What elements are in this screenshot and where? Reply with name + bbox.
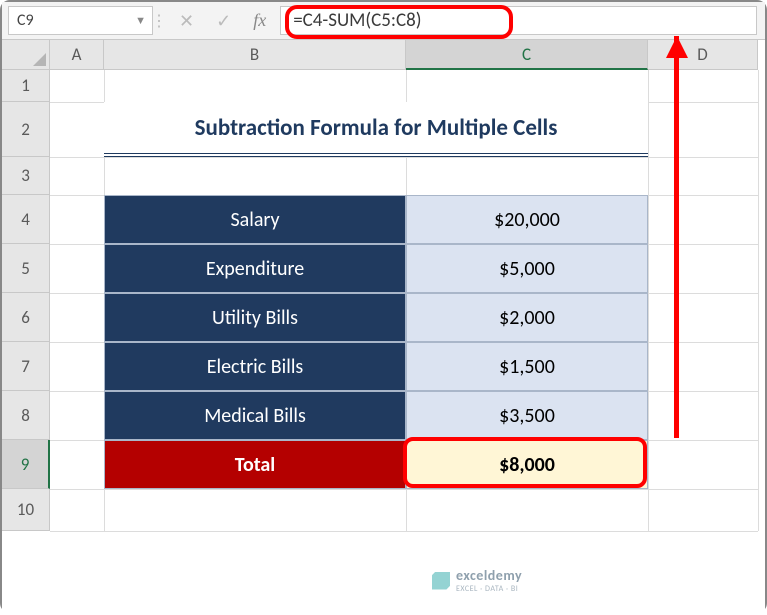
enter-icon[interactable]: ✓	[216, 10, 231, 32]
fx-icon[interactable]: fx	[253, 10, 266, 31]
row-header-1[interactable]: 1	[2, 70, 50, 102]
watermark-tag: EXCEL · DATA · BI	[456, 584, 522, 594]
select-all-corner[interactable]	[2, 40, 50, 70]
row-header-5[interactable]: 5	[2, 244, 50, 293]
watermark-logo-icon	[432, 572, 450, 590]
formula-bar-buttons: ✕ ✓ fx	[165, 2, 280, 39]
table-label[interactable]: Electric Bills	[104, 342, 406, 391]
title-cell: Subtraction Formula for Multiple Cells	[104, 102, 648, 157]
row-headers: 12345678910	[2, 70, 50, 531]
table-value[interactable]: $1,500	[406, 342, 648, 391]
row-header-2[interactable]: 2	[2, 102, 50, 157]
formula-bar: C9 ▼ ⋮ ✕ ✓ fx =C4-SUM(C5:C8)	[2, 2, 765, 40]
name-box-value: C9	[17, 11, 34, 30]
table-row: Electric Bills$1,500	[104, 342, 648, 391]
worksheet[interactable]: ABCD 12345678910 Subtraction Formula for…	[2, 40, 765, 615]
row-header-3[interactable]: 3	[2, 157, 50, 195]
col-header-C[interactable]: C	[406, 40, 648, 70]
table-label[interactable]: Total	[104, 440, 406, 489]
name-box[interactable]: C9 ▼	[8, 6, 153, 35]
table-value[interactable]: $8,000	[406, 440, 648, 489]
chevron-down-icon[interactable]: ▼	[135, 14, 146, 27]
table-row: Total$8,000	[104, 440, 648, 489]
col-header-A[interactable]: A	[50, 40, 104, 70]
row-header-6[interactable]: 6	[2, 293, 50, 342]
table-label[interactable]: Salary	[104, 195, 406, 244]
table-value[interactable]: $20,000	[406, 195, 648, 244]
formula-text: =C4-SUM(C5:C8)	[293, 9, 421, 32]
table-row: Utility Bills$2,000	[104, 293, 648, 342]
separator: ⋮	[153, 2, 165, 39]
row-header-10[interactable]: 10	[2, 489, 50, 531]
table-value[interactable]: $5,000	[406, 244, 648, 293]
row-header-8[interactable]: 8	[2, 391, 50, 440]
annotation-arrow-line	[674, 36, 679, 438]
watermark-brand: exceldemy	[456, 567, 522, 584]
row-header-9[interactable]: 9	[2, 440, 50, 489]
table-value[interactable]: $3,500	[406, 391, 648, 440]
table-row: Expenditure$5,000	[104, 244, 648, 293]
table-row: Salary$20,000	[104, 195, 648, 244]
table-label[interactable]: Expenditure	[104, 244, 406, 293]
col-header-D[interactable]: D	[648, 40, 758, 70]
formula-input[interactable]: =C4-SUM(C5:C8)	[280, 6, 757, 35]
annotation-arrow-head	[666, 36, 688, 58]
column-headers: ABCD	[50, 40, 758, 70]
table-label[interactable]: Medical Bills	[104, 391, 406, 440]
row-header-4[interactable]: 4	[2, 195, 50, 244]
table-row: Medical Bills$3,500	[104, 391, 648, 440]
cancel-icon[interactable]: ✕	[179, 10, 194, 32]
table-value[interactable]: $2,000	[406, 293, 648, 342]
table-label[interactable]: Utility Bills	[104, 293, 406, 342]
row-header-7[interactable]: 7	[2, 342, 50, 391]
watermark: exceldemy EXCEL · DATA · BI	[432, 567, 522, 594]
col-header-B[interactable]: B	[104, 40, 406, 70]
